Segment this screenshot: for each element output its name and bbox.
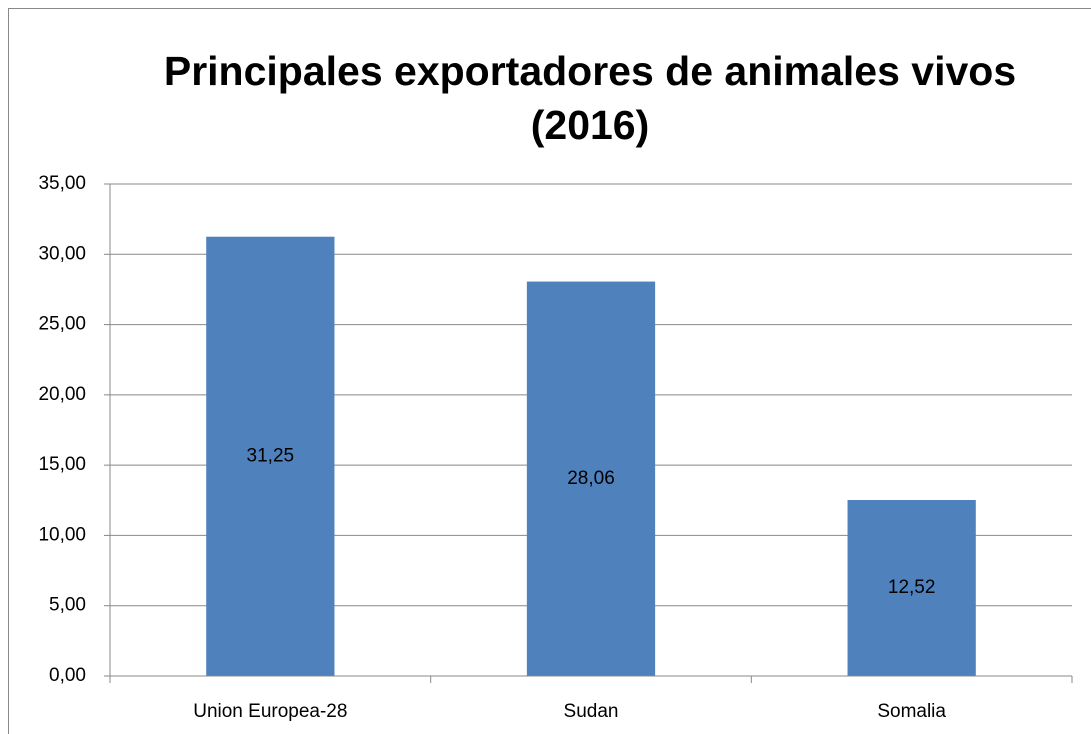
y-tick-label: 25,00 bbox=[38, 314, 86, 335]
data-label: 28,06 bbox=[567, 468, 615, 489]
y-tick-label: 15,00 bbox=[38, 454, 86, 475]
chart-frame bbox=[8, 8, 1091, 734]
y-tick-label: 20,00 bbox=[38, 384, 86, 405]
data-label: 31,25 bbox=[247, 445, 295, 466]
bar bbox=[526, 281, 656, 676]
y-tick-label: 0,00 bbox=[49, 665, 86, 686]
x-tick-label: Somalia bbox=[877, 701, 946, 722]
bar bbox=[206, 236, 335, 676]
chart-title: Principales exportadores de animales viv… bbox=[163, 48, 1017, 148]
x-tick-label: Sudan bbox=[564, 701, 619, 722]
y-tick-label: 5,00 bbox=[49, 595, 86, 616]
bar bbox=[847, 500, 976, 676]
y-tick-label: 35,00 bbox=[38, 173, 86, 194]
x-tick-label: Union Europea-28 bbox=[193, 701, 347, 722]
y-tick-label: 30,00 bbox=[38, 243, 86, 264]
data-label: 12,52 bbox=[888, 577, 936, 598]
y-tick-label: 10,00 bbox=[38, 524, 86, 545]
